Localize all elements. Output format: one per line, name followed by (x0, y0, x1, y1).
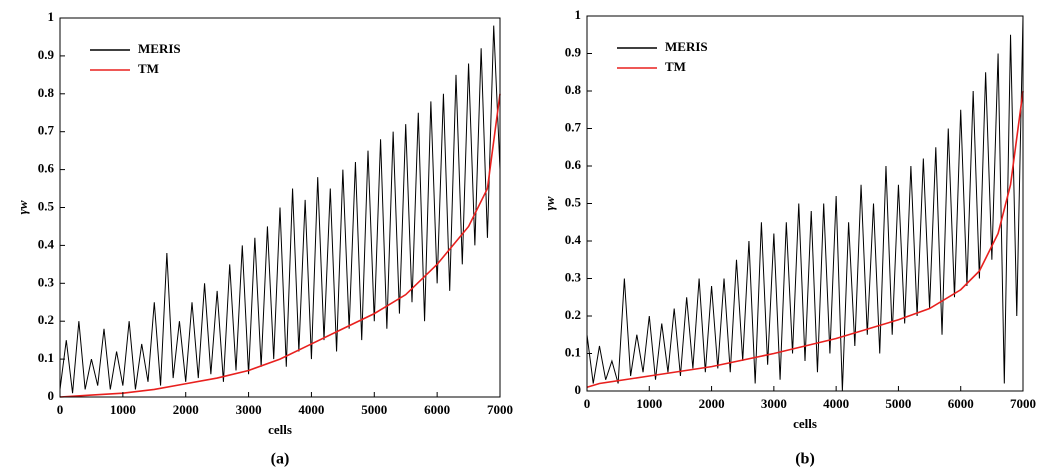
y-tick-label: 0.9 (565, 44, 582, 59)
y-tick-label: 0.5 (38, 198, 55, 213)
y-tick-label: 0.3 (38, 274, 55, 289)
series-line (59, 25, 501, 394)
x-tick-label: 5000 (361, 402, 387, 417)
x-tick-label: 4000 (298, 402, 324, 417)
y-tick-label: 0.7 (565, 119, 582, 134)
x-tick-label: 1000 (110, 402, 136, 417)
y-tick-label: 0.2 (38, 312, 54, 327)
x-axis-label: cells (268, 422, 292, 437)
x-tick-label: 0 (57, 402, 64, 417)
y-tick-label: 0.4 (38, 236, 55, 251)
y-tick-label: 0 (48, 388, 55, 403)
x-tick-label: 4000 (823, 396, 849, 411)
series-line (586, 15, 1024, 392)
legend-label: TM (138, 61, 159, 76)
y-tick-label: 0.3 (565, 269, 582, 284)
y-tick-label: 0.7 (38, 123, 55, 138)
y-tick-label: 0.5 (565, 194, 582, 209)
x-tick-label: 2000 (173, 402, 199, 417)
panel: MERIS TM 0 0.1 0.2 0.3 0.4 0.5 0.6 0.7 0.8 0.9 1 0 100… (542, 7, 1036, 468)
panel: MERIS TM 0 0.1 0.2 0.3 0.4 0.5 0.6 0.7 0.8 0.9 1 0 100… (15, 9, 513, 468)
y-tick-label: 0 (575, 382, 582, 397)
y-tick-label: 0.6 (565, 157, 582, 172)
y-tick-label: 0.8 (38, 85, 55, 100)
panel-label: (a) (271, 451, 290, 468)
x-tick-label: 6000 (948, 396, 974, 411)
x-tick-label: 2000 (699, 396, 725, 411)
y-axis-label: γw (15, 200, 30, 214)
legend-label: MERIS (138, 41, 181, 56)
y-tick-label: 0.1 (38, 350, 54, 365)
y-tick-label: 1 (48, 9, 55, 24)
x-tick-label: 0 (584, 396, 591, 411)
y-tick-label: 1 (575, 7, 582, 22)
y-tick-label: 0.2 (565, 307, 581, 322)
legend-label: MERIS (665, 39, 708, 54)
panel-label: (b) (795, 451, 815, 468)
y-tick-label: 0.4 (565, 232, 582, 247)
x-tick-label: 7000 (1010, 396, 1036, 411)
x-tick-label: 6000 (424, 402, 450, 417)
x-tick-label: 5000 (885, 396, 911, 411)
x-tick-label: 3000 (236, 402, 262, 417)
x-tick-label: 3000 (761, 396, 787, 411)
series-line (586, 90, 1024, 389)
y-tick-label: 0.9 (38, 47, 55, 62)
series-line (59, 93, 501, 398)
legend-label: TM (665, 59, 686, 74)
y-axis-label: γw (542, 196, 557, 210)
x-tick-label: 7000 (487, 402, 513, 417)
x-axis-label: cells (793, 416, 817, 431)
x-tick-label: 1000 (636, 396, 662, 411)
y-tick-label: 0.6 (38, 161, 55, 176)
y-tick-label: 0.1 (565, 344, 581, 359)
y-tick-label: 0.8 (565, 82, 582, 97)
